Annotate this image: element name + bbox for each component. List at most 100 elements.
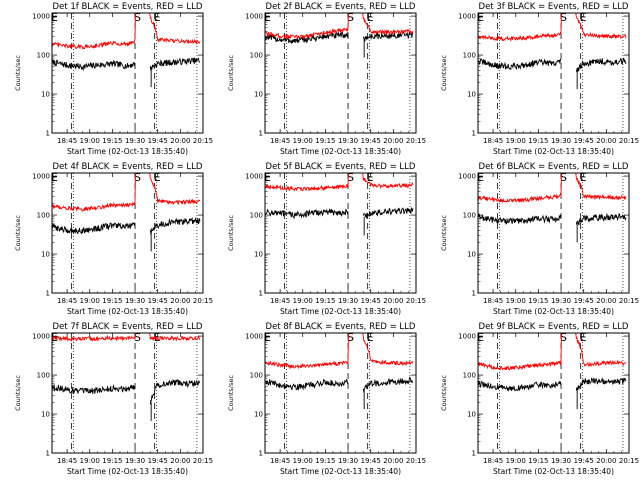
y-tick-label: 10: [467, 411, 476, 419]
plot-frame: [51, 332, 204, 454]
x-tick-label: 20:00: [596, 137, 616, 145]
x-tick-label: 19:45: [574, 457, 594, 465]
x-tick-label: 19:30: [125, 297, 145, 305]
lld-series-line: [264, 172, 414, 192]
marker-label: E: [51, 171, 58, 184]
y-axis-label: Counts/sec: [227, 375, 235, 411]
y-axis-label: Counts/sec: [227, 55, 235, 91]
marker-label: S: [347, 171, 354, 184]
x-axis-label: Start Time (02-Oct-13 18:35:40): [67, 307, 188, 316]
events-series-line: [51, 383, 136, 395]
x-tick-label: 20:00: [170, 297, 190, 305]
y-tick-label: 1000: [458, 173, 476, 181]
panel-title: Det 7f BLACK = Events, RED = LLD: [53, 322, 203, 332]
lld-series-line: [51, 332, 201, 343]
x-tick-label: 20:15: [406, 297, 426, 305]
marker-label: S: [560, 11, 567, 24]
x-tick-label: 19:45: [574, 137, 594, 145]
detector-panel: Det 8f BLACK = Events, RED = LLD Counts/s…: [213, 320, 426, 480]
y-axis-label: Counts/sec: [440, 215, 448, 251]
marker-label: E: [477, 171, 484, 184]
y-tick-label: 1000: [245, 13, 263, 21]
plot-frame: [51, 12, 204, 134]
x-tick-label: 19:15: [315, 297, 335, 305]
x-tick-label: 18:45: [57, 297, 77, 305]
y-tick-label: 1: [259, 450, 263, 458]
x-tick-label: 19:00: [506, 137, 526, 145]
plot-frame: [264, 172, 417, 294]
detector-panel: Det 3f BLACK = Events, RED = LLD Counts/s…: [426, 0, 639, 160]
y-tick-label: 1000: [245, 333, 263, 341]
events-series-line: [264, 378, 349, 391]
x-tick-label: 20:15: [193, 457, 213, 465]
detector-chart: Det 1f BLACK = Events, RED = LLD Counts/s…: [14, 2, 213, 156]
detector-panel: Det 4f BLACK = Events, RED = LLD Counts/s…: [0, 160, 213, 320]
y-tick-label: 1: [46, 450, 50, 458]
plot-frame: [51, 172, 204, 294]
x-tick-label: 19:15: [528, 137, 548, 145]
x-tick-label: 20:15: [619, 457, 639, 465]
x-tick-label: 19:45: [148, 457, 168, 465]
x-tick-label: 20:15: [619, 137, 639, 145]
marker-label: E: [154, 171, 161, 184]
marker-label: E: [367, 11, 374, 24]
lld-series-line: [264, 332, 414, 370]
x-axis-label: Start Time (02-Oct-13 18:35:40): [280, 147, 401, 156]
y-tick-label: 100: [37, 52, 50, 60]
panel-title: Det 1f BLACK = Events, RED = LLD: [53, 2, 203, 12]
panel-title: Det 3f BLACK = Events, RED = LLD: [479, 2, 629, 12]
y-tick-label: 1: [46, 290, 50, 298]
x-tick-label: 20:15: [406, 457, 426, 465]
x-tick-label: 19:00: [293, 297, 313, 305]
y-axis-label: Counts/sec: [14, 55, 22, 91]
x-tick-label: 18:45: [483, 297, 503, 305]
x-tick-label: 18:45: [57, 137, 77, 145]
x-tick-label: 19:45: [574, 297, 594, 305]
x-tick-label: 20:15: [193, 297, 213, 305]
marker-label: E: [264, 331, 271, 344]
events-series-line: [575, 212, 627, 226]
y-tick-label: 10: [254, 411, 263, 419]
x-tick-label: 19:45: [361, 137, 381, 145]
marker-label: S: [134, 11, 141, 24]
y-tick-label: 10: [41, 251, 50, 259]
events-series-line: [362, 376, 414, 393]
marker-label: E: [154, 11, 161, 24]
x-axis-label: Start Time (02-Oct-13 18:35:40): [493, 147, 614, 156]
y-tick-label: 100: [463, 372, 476, 380]
x-tick-label: 19:30: [338, 297, 358, 305]
marker-label: S: [560, 171, 567, 184]
x-tick-label: 20:00: [170, 137, 190, 145]
events-series-line: [149, 57, 200, 71]
x-tick-label: 18:45: [483, 457, 503, 465]
detector-panel: Det 2f BLACK = Events, RED = LLD Counts/s…: [213, 0, 426, 160]
marker-label: E: [367, 331, 374, 344]
x-tick-label: 19:45: [148, 137, 168, 145]
x-tick-label: 19:15: [315, 457, 335, 465]
events-series-line: [362, 31, 414, 42]
x-tick-label: 19:00: [293, 137, 313, 145]
events-series-line: [477, 58, 562, 71]
detector-chart: Det 5f BLACK = Events, RED = LLD Counts/s…: [227, 162, 426, 316]
x-tick-label: 20:15: [193, 137, 213, 145]
x-tick-label: 19:30: [125, 137, 145, 145]
y-tick-label: 1000: [32, 333, 50, 341]
detector-chart: Det 7f BLACK = Events, RED = LLD Counts/s…: [14, 322, 213, 476]
plot-frame: [477, 12, 630, 134]
marker-label: E: [580, 331, 587, 344]
x-tick-label: 19:00: [80, 137, 100, 145]
x-tick-label: 19:45: [361, 457, 381, 465]
events-series-line: [575, 376, 627, 391]
x-tick-label: 19:45: [361, 297, 381, 305]
y-tick-label: 100: [463, 52, 476, 60]
y-tick-label: 1: [259, 290, 263, 298]
y-tick-label: 1000: [458, 13, 476, 21]
detector-chart: Det 4f BLACK = Events, RED = LLD Counts/s…: [14, 162, 213, 316]
x-tick-label: 18:45: [270, 297, 290, 305]
y-axis-label: Counts/sec: [227, 215, 235, 251]
x-tick-label: 19:00: [506, 457, 526, 465]
x-tick-label: 20:00: [383, 137, 403, 145]
events-series-line: [477, 380, 562, 392]
x-tick-label: 19:00: [293, 457, 313, 465]
y-tick-label: 1: [259, 130, 263, 138]
